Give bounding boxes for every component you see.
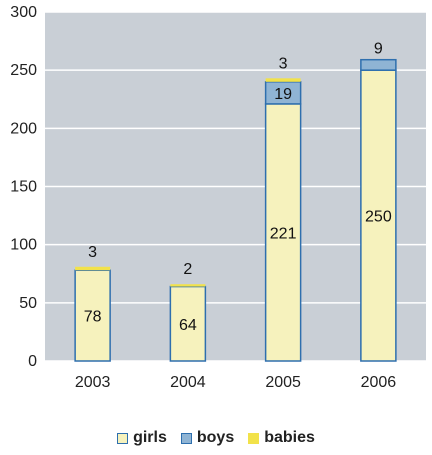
bar-boys-2005 [264, 81, 302, 105]
data-label-babies-2003: 3 [88, 244, 97, 261]
legend-swatch-boys [180, 432, 192, 444]
bar-babies-2004 [170, 284, 206, 287]
data-label-girls-2005: 221 [270, 225, 297, 242]
data-label-babies-2004: 2 [183, 261, 192, 278]
bar-boys-2006 [360, 58, 397, 71]
chart-legend: girls boys babies [0, 429, 432, 447]
legend-label-girls: girls [133, 429, 167, 446]
bar-babies-2005 [265, 78, 301, 82]
y-tick-label-250: 250 [10, 62, 37, 79]
x-tick-label-2005: 2005 [265, 374, 301, 391]
legend-swatch-girls [117, 432, 129, 444]
data-label-girls-2006: 250 [365, 209, 392, 226]
legend-item-boys: boys [180, 429, 235, 447]
legend-label-babies: babies [264, 429, 315, 446]
y-tick-label-200: 200 [10, 120, 37, 137]
bar-babies-2003 [75, 266, 111, 271]
x-tick-label-2004: 2004 [170, 374, 206, 391]
legend-item-babies: babies [248, 429, 315, 447]
bar-girls-2005 [264, 103, 302, 362]
y-tick-label-100: 100 [10, 237, 37, 254]
legend-label-boys: boys [196, 429, 235, 446]
stacked-bar-chart: 0 50 100 150 200 250 300 78 3 2003 64 2 2004 221 19 3 20… [10, 4, 426, 391]
data-label-babies-2005: 3 [279, 55, 288, 72]
data-label-boys-2005: 19 [274, 86, 292, 103]
y-tick-label-150: 150 [10, 179, 37, 196]
x-tick-label-2006: 2006 [361, 374, 397, 391]
data-label-boys-2006: 9 [374, 41, 383, 58]
bar-girls-2003 [74, 269, 111, 362]
bar-girls-2006 [360, 69, 397, 362]
y-tick-label-300: 300 [10, 4, 37, 21]
y-tick-label-50: 50 [19, 295, 37, 312]
legend-swatch-babies [248, 432, 260, 444]
y-tick-label-0: 0 [28, 353, 37, 370]
data-label-girls-2003: 78 [84, 309, 102, 326]
data-label-girls-2004: 64 [179, 317, 197, 334]
x-tick-label-2003: 2003 [75, 374, 111, 391]
legend-item-girls: girls [117, 429, 167, 447]
